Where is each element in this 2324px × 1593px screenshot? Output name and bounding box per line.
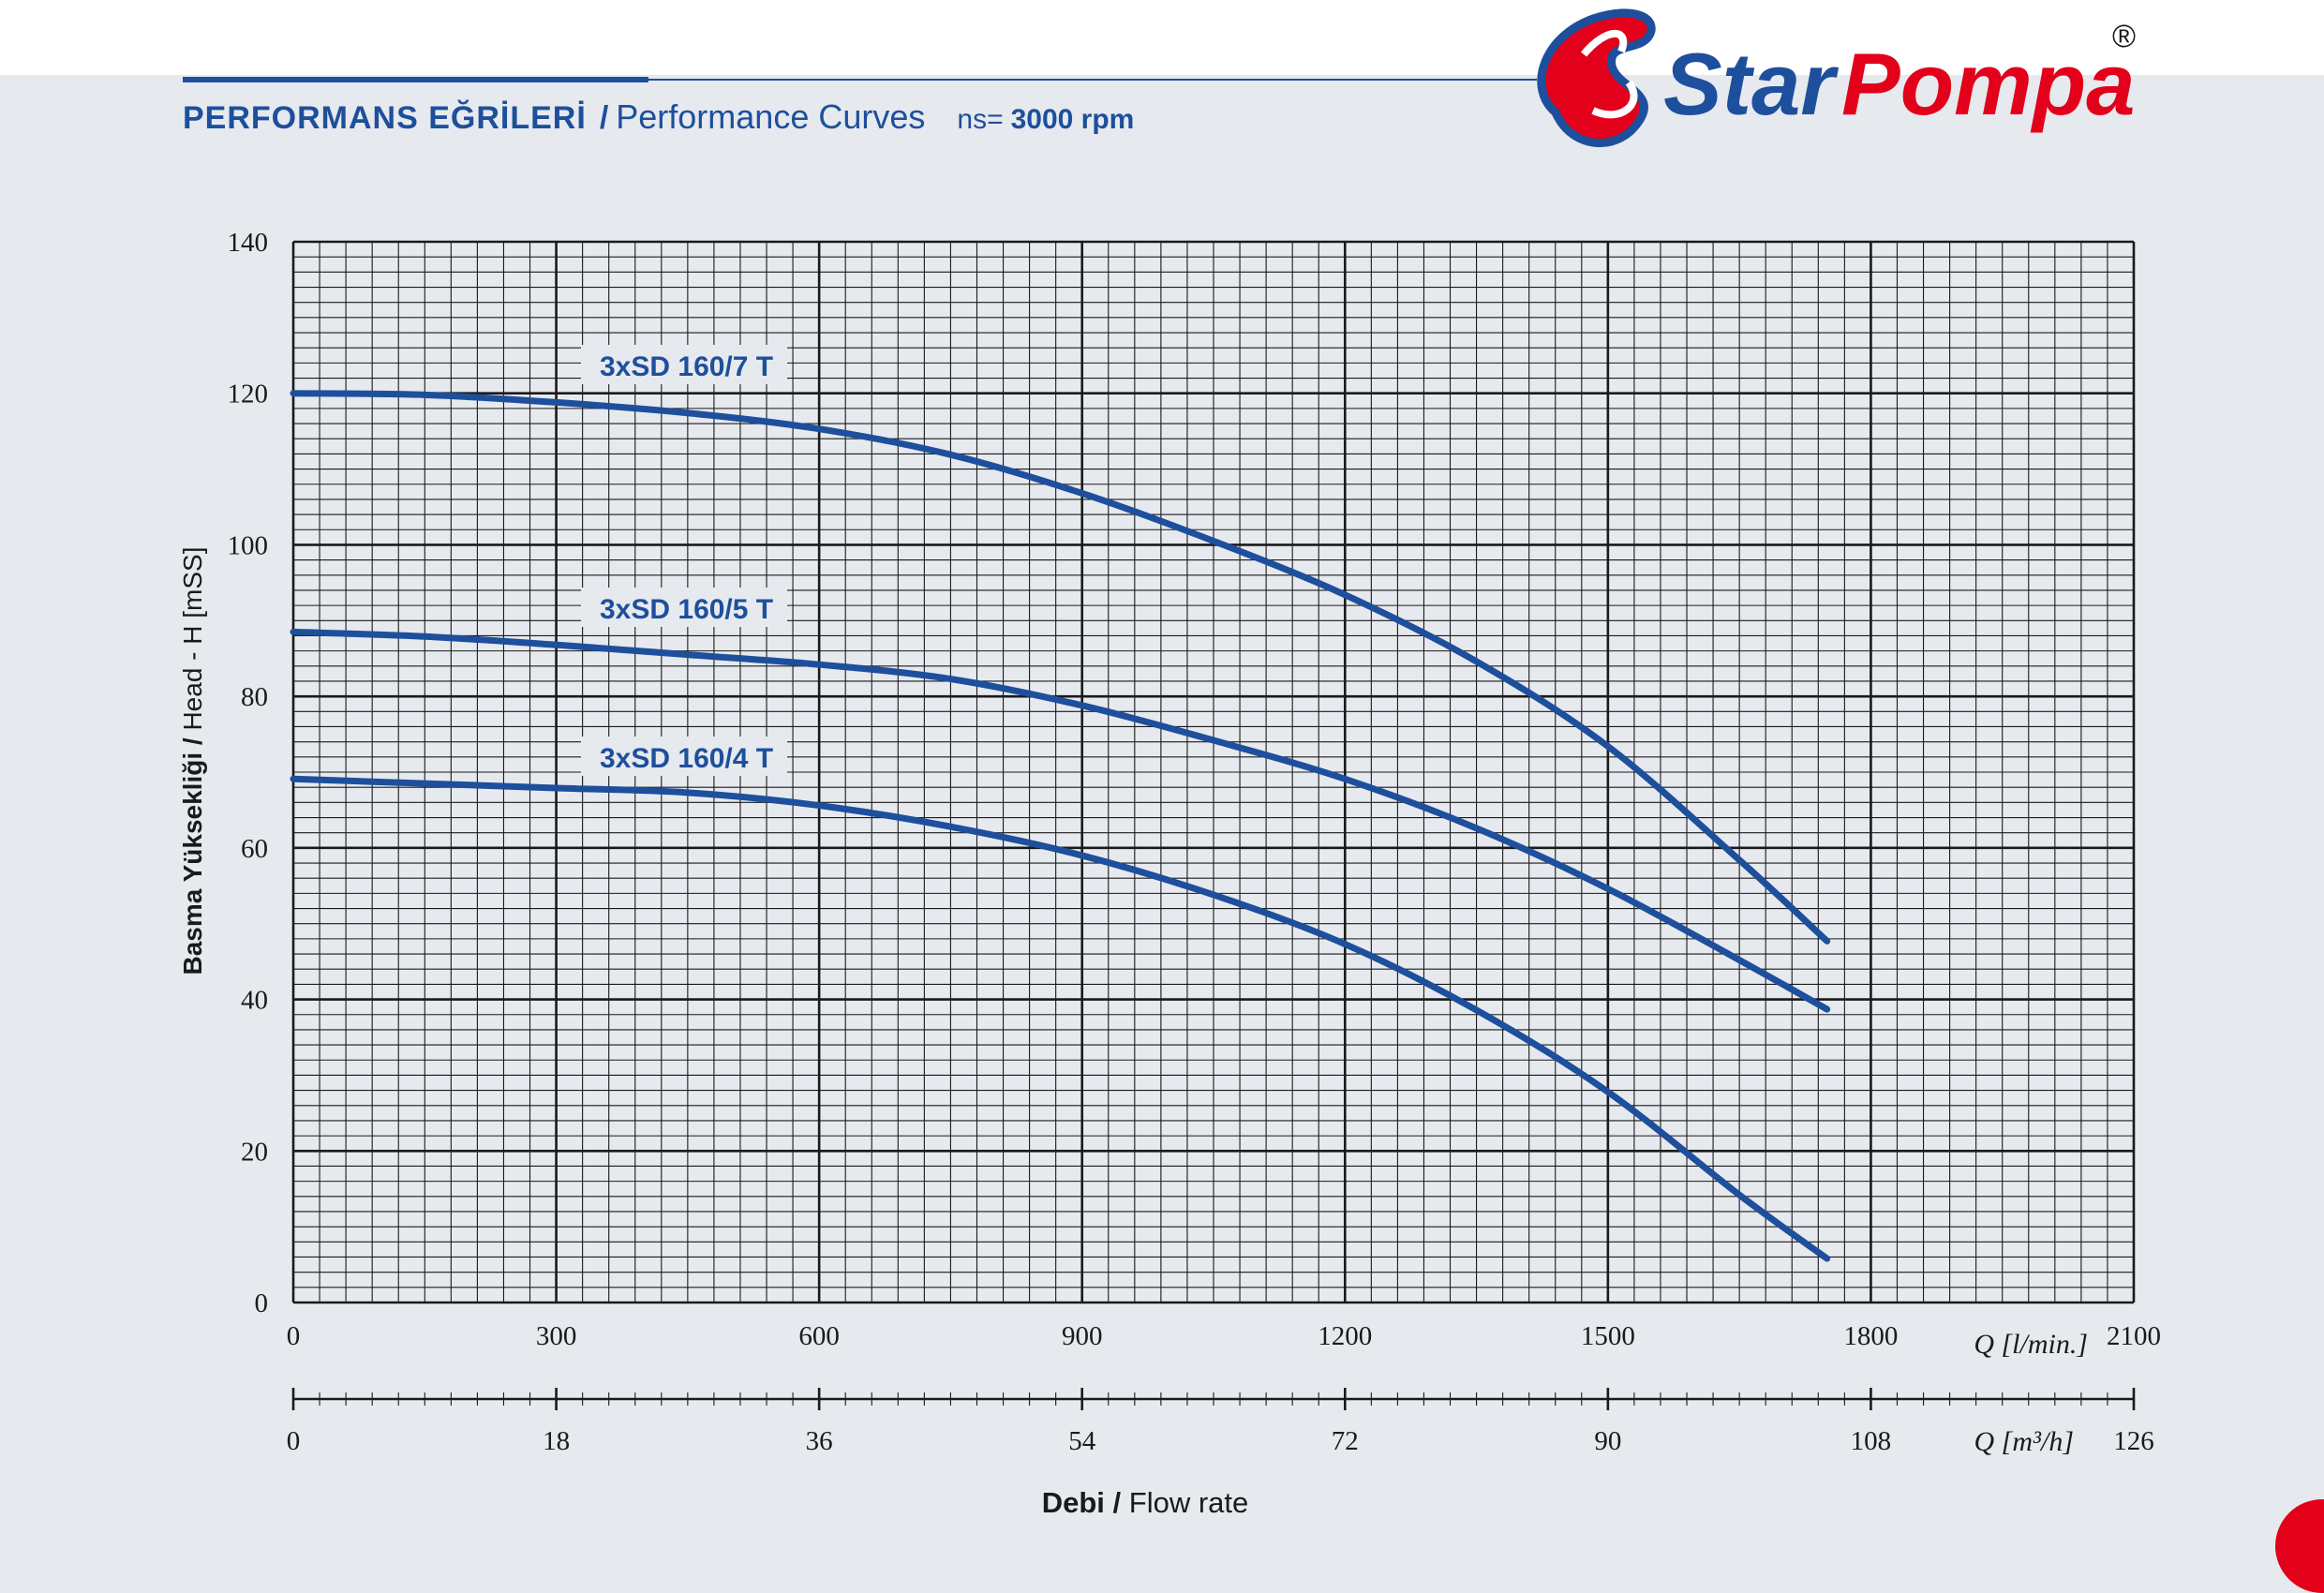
- series-line: [290, 390, 1831, 945]
- header-divider: [648, 79, 1537, 81]
- y-tick-label: 120: [228, 380, 269, 409]
- series-line: [290, 775, 1831, 1262]
- x-tick-label: 600: [798, 1321, 840, 1351]
- y-tick-label: 80: [241, 682, 268, 712]
- y-tick-label: 100: [228, 530, 269, 560]
- x-axis-title-sep: /: [1113, 1486, 1129, 1519]
- x2-tick-label: 126: [2113, 1426, 2154, 1456]
- x-axis-title-tr: Debi: [1042, 1486, 1113, 1519]
- title-english: Performance Curves: [616, 97, 926, 136]
- x-tick-label: 300: [536, 1321, 577, 1351]
- y-axis-title-tr: Basma Yüksekliği: [178, 745, 207, 975]
- speed-value: 3000 rpm: [1010, 104, 1135, 135]
- y-axis-title-sep: /: [178, 731, 207, 746]
- x-tick-label: 1500: [1581, 1321, 1635, 1351]
- chart-series: [290, 390, 1831, 1262]
- x-tick-label: 2100: [2107, 1321, 2161, 1351]
- title-rule: [183, 77, 648, 82]
- x2-tick-label: 72: [1332, 1426, 1359, 1456]
- x2-tick-label: 90: [1594, 1426, 1621, 1456]
- series-line: [290, 628, 1831, 1013]
- x2-tick-label: 36: [806, 1426, 833, 1456]
- x-unit-label: Q [l/min.]: [1974, 1329, 2088, 1360]
- x-tick-label: 1200: [1318, 1321, 1372, 1351]
- x-axis-title: Debi / Flow rate: [1042, 1486, 1249, 1519]
- y-tick-label: 0: [255, 1288, 269, 1318]
- y-tick-label: 40: [241, 986, 268, 1016]
- x2-unit-label: Q [m³/h]: [1974, 1426, 2074, 1457]
- x-tick-label: 900: [1062, 1321, 1103, 1351]
- series-label-background: [581, 345, 787, 384]
- series-label: 3xSD 160/4 T: [600, 743, 773, 774]
- series-label-background: [581, 737, 787, 776]
- registered-mark: ®: [2112, 19, 2136, 54]
- x2-tick-label: 108: [1851, 1426, 1892, 1456]
- y-tick-label: 60: [241, 834, 268, 864]
- header-band: [0, 0, 2324, 75]
- x2-tick-label: 54: [1068, 1426, 1096, 1456]
- chart-grid: [291, 240, 2136, 1410]
- y-tick-label: 140: [228, 228, 269, 258]
- title-turkish: PERFORMANS EĞRİLERİ: [183, 100, 587, 136]
- logo-text-star: Star: [1663, 35, 1839, 133]
- y-axis-title: Basma Yüksekliği / Head - H [mSS]: [178, 546, 207, 975]
- page-title: PERFORMANS EĞRİLERİ / Performance Curves ns…: [183, 97, 1134, 137]
- x-tick-label: 1800: [1843, 1321, 1898, 1351]
- x-tick-label: 0: [287, 1321, 301, 1351]
- series-label: 3xSD 160/7 T: [600, 351, 773, 382]
- series-label-background: [581, 588, 787, 627]
- logo-text-pompa: Pompa: [1841, 35, 2135, 133]
- x-axis-title-en: Flow rate: [1129, 1486, 1248, 1519]
- y-axis-title-en: Head - H [mSS]: [178, 546, 207, 730]
- x2-tick-label: 0: [287, 1426, 301, 1456]
- title-separator: /: [599, 100, 609, 136]
- speed-prefix: ns=: [957, 104, 1004, 135]
- star-pompa-logo: Star Pompa ®: [1537, 8, 2136, 148]
- series-label: 3xSD 160/5 T: [600, 594, 773, 625]
- x2-tick-label: 18: [543, 1426, 570, 1456]
- y-tick-label: 20: [241, 1137, 268, 1167]
